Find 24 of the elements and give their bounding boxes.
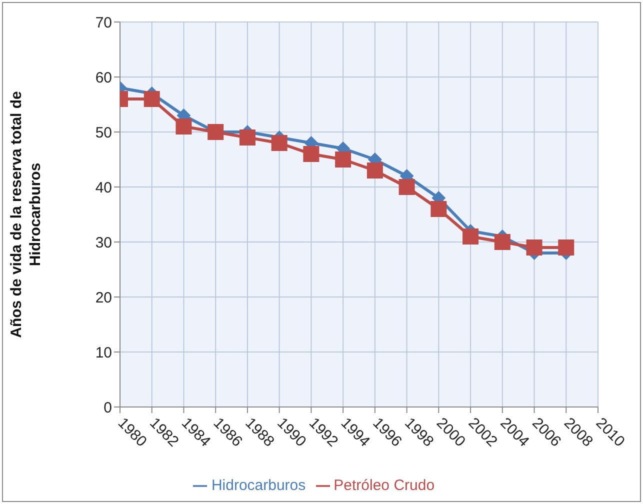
point: [144, 91, 160, 107]
point: [462, 228, 479, 244]
y-tick-label: 60: [95, 69, 112, 86]
y-tick-label: 40: [95, 179, 112, 196]
point: [271, 135, 288, 151]
point: [366, 162, 383, 178]
point: [239, 130, 256, 146]
point: [558, 240, 574, 256]
point: [303, 146, 320, 162]
legend-label: Petróleo Crudo: [334, 477, 435, 494]
y-tick-label: 0: [104, 399, 112, 416]
y-tick-label: 50: [95, 124, 112, 142]
y-tick-label: 70: [95, 14, 112, 32]
point: [494, 234, 510, 250]
point: [176, 118, 192, 134]
point: [430, 201, 447, 217]
legend-label: Hidrocarburos: [211, 477, 306, 494]
point: [526, 240, 542, 256]
y-tick-label: 10: [95, 344, 112, 362]
y-tick-label: 20: [95, 289, 112, 306]
point: [398, 179, 415, 195]
y-axis-title: Años de vida de la reserva total de Hidrocarburos: [8, 91, 44, 338]
point: [335, 152, 352, 168]
y-tick-label: 30: [95, 234, 112, 252]
